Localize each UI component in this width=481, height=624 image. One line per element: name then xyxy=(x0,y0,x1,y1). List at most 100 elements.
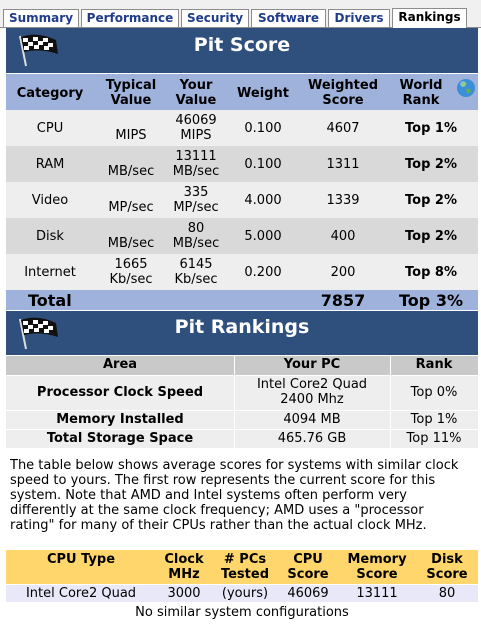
score-row-cpu: CPU MIPS 46069 MIPS 0.100 4607 Top 1% xyxy=(6,110,478,146)
row-typical-unit: MP/sec xyxy=(108,200,154,215)
row-typical-unit: Kb/sec xyxy=(109,272,153,287)
row-weight: 0.100 xyxy=(244,121,282,136)
row-your-value: 6145 xyxy=(179,257,213,272)
row-your-unit: MB/sec xyxy=(172,164,220,179)
tab-bar: Summary Performance Security Software Dr… xyxy=(0,0,481,28)
ranking-value: Intel Core2 Quad xyxy=(256,377,368,392)
similar-disk-score: 80 xyxy=(438,586,456,601)
tab-drivers[interactable]: Drivers xyxy=(328,9,390,27)
col-area: Area xyxy=(102,357,138,372)
rankings-header: Area Your PC Rank xyxy=(6,356,478,375)
similar-cpu-score: 46069 xyxy=(287,586,329,601)
checkered-flag-icon xyxy=(19,34,58,67)
row-rank: Top 1% xyxy=(405,121,457,136)
no-similar-note: No similar system configurations xyxy=(135,605,349,620)
pit-score-title: Pit Score xyxy=(193,34,291,56)
ranking-value: 465.76 GB xyxy=(277,431,347,446)
ranking-rank: Top 11% xyxy=(406,431,462,446)
row-weighted: 200 xyxy=(330,265,356,280)
globe-icon xyxy=(457,79,475,97)
row-category: Disk xyxy=(36,229,64,244)
row-your-value: 13111 xyxy=(175,149,217,164)
score-row-ram: RAM MB/sec 13111 MB/sec 0.100 1311 Top 2… xyxy=(6,146,478,182)
ranking-value: 4094 MB xyxy=(283,412,341,427)
row-your-unit: MB/sec xyxy=(172,236,220,251)
similar-cpu-type: Intel Core2 Quad xyxy=(25,586,137,601)
col-memory-score: Memory Score xyxy=(347,552,407,582)
ranking-row-memory: Memory Installed 4094 MB Top 1% xyxy=(6,410,478,429)
col-your-pc: Your PC xyxy=(283,357,341,372)
row-typical-unit: MB/sec xyxy=(107,164,155,179)
col-weighted: Weighted Score xyxy=(307,78,379,108)
total-score: 7857 xyxy=(320,291,366,310)
tab-divider xyxy=(0,27,481,28)
similar-memory-score: 13111 xyxy=(356,586,398,601)
ranking-area: Memory Installed xyxy=(56,412,184,427)
row-rank: Top 8% xyxy=(405,265,457,280)
row-your-unit: MP/sec xyxy=(173,200,219,215)
ranking-row-processor: Processor Clock Speed Intel Core2 Quad 2… xyxy=(6,375,478,410)
col-cpu-type: CPU Type xyxy=(46,552,116,567)
row-weight: 5.000 xyxy=(244,229,282,244)
ranking-rank: Top 1% xyxy=(410,412,458,427)
row-category: RAM xyxy=(35,157,65,172)
row-your-unit: Kb/sec xyxy=(174,272,218,287)
row-category: Internet xyxy=(24,265,76,280)
pit-rankings-title: Pit Rankings xyxy=(174,316,310,338)
row-category: Video xyxy=(31,193,69,208)
col-clock: Clock MHz xyxy=(164,552,204,582)
row-weighted: 1339 xyxy=(326,193,360,208)
row-your-value: 46069 xyxy=(175,113,217,128)
description-text: The table below shows average scores for… xyxy=(10,458,459,533)
row-category: CPU xyxy=(36,121,64,136)
row-your-unit: MIPS xyxy=(180,128,212,143)
row-weight: 0.100 xyxy=(244,157,282,172)
rankings-panel: Pit Score Category Typical Value Your Va… xyxy=(6,28,478,624)
total-rank: Top 3% xyxy=(399,291,463,310)
similar-clock: 3000 xyxy=(167,586,201,601)
similar-pcs: (yours) xyxy=(221,586,269,601)
total-label: Total xyxy=(28,291,72,310)
table-divider xyxy=(390,356,391,448)
score-row-video: Video MP/sec 335 MP/sec 4.000 1339 Top 2… xyxy=(6,182,478,218)
tab-summary[interactable]: Summary xyxy=(3,9,79,27)
ranking-row-storage: Total Storage Space 465.76 GB Top 11% xyxy=(6,429,478,448)
row-weighted: 400 xyxy=(330,229,356,244)
score-row-disk: Disk MB/sec 80 MB/sec 5.000 400 Top 2% xyxy=(6,218,478,254)
ranking-rank: Top 0% xyxy=(410,385,458,400)
ranking-area: Processor Clock Speed xyxy=(36,385,204,400)
ranking-area: Total Storage Space xyxy=(46,431,194,446)
col-disk-score: Disk Score xyxy=(426,552,468,582)
col-weight: Weight xyxy=(237,86,289,101)
row-typical-value: 1665 xyxy=(114,257,148,272)
row-your-value: 335 xyxy=(183,185,209,200)
col-category: Category xyxy=(16,86,84,101)
ranking-value-detail: 2400 Mhz xyxy=(280,392,344,407)
row-rank: Top 2% xyxy=(405,157,457,172)
col-typical: Typical Value xyxy=(105,78,157,108)
row-your-value: 80 xyxy=(187,221,205,236)
col-rank: Rank xyxy=(415,357,453,372)
tab-software[interactable]: Software xyxy=(251,9,326,27)
checkered-flag-icon xyxy=(19,317,58,350)
row-weight: 4.000 xyxy=(244,193,282,208)
pit-score-banner: Pit Score xyxy=(6,28,478,73)
similar-row: Intel Core2 Quad 3000 (yours) 46069 1311… xyxy=(6,585,478,602)
row-weighted: 4607 xyxy=(326,121,360,136)
pit-score-header: Category Typical Value Your Value Weight… xyxy=(6,74,478,112)
row-weight: 0.200 xyxy=(244,265,282,280)
tab-security[interactable]: Security xyxy=(181,9,249,27)
similar-header: CPU Type Clock MHz # PCs Tested CPU Scor… xyxy=(6,550,478,584)
tab-performance[interactable]: Performance xyxy=(81,9,179,27)
row-rank: Top 2% xyxy=(405,193,457,208)
score-row-internet: Internet 1665 Kb/sec 6145 Kb/sec 0.200 2… xyxy=(6,254,478,290)
table-divider xyxy=(234,356,235,448)
pit-rankings-banner: Pit Rankings xyxy=(6,311,478,355)
row-rank: Top 2% xyxy=(405,229,457,244)
row-typical-unit: MB/sec xyxy=(107,236,155,251)
col-cpu-score: CPU Score xyxy=(287,552,329,582)
tab-rankings[interactable]: Rankings xyxy=(392,8,467,28)
total-row: Total 7857 Top 3% xyxy=(6,290,478,310)
col-world-rank: World Rank xyxy=(399,78,443,108)
col-yours: Your Value xyxy=(175,78,217,108)
